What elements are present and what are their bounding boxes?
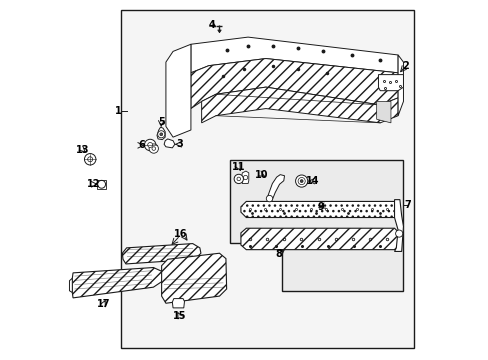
Text: 3: 3 (176, 139, 183, 149)
Circle shape (147, 143, 152, 148)
Text: 13: 13 (76, 145, 89, 155)
Circle shape (84, 154, 96, 165)
Polygon shape (266, 175, 284, 202)
Circle shape (87, 157, 93, 162)
Circle shape (152, 147, 155, 150)
Text: 4: 4 (208, 19, 215, 30)
Circle shape (98, 180, 105, 188)
Polygon shape (241, 228, 399, 249)
Text: 11: 11 (232, 162, 245, 172)
Polygon shape (172, 298, 184, 308)
Polygon shape (201, 87, 397, 123)
Circle shape (149, 144, 158, 153)
Polygon shape (397, 55, 403, 116)
Polygon shape (69, 278, 72, 293)
Polygon shape (157, 127, 165, 140)
Polygon shape (376, 102, 390, 123)
Bar (121, 10, 413, 348)
Circle shape (157, 131, 164, 138)
Polygon shape (230, 160, 403, 291)
Text: 14: 14 (305, 176, 319, 186)
Text: 8: 8 (274, 249, 281, 259)
Text: 15: 15 (172, 311, 186, 321)
Circle shape (266, 195, 272, 202)
Polygon shape (164, 139, 175, 148)
Polygon shape (217, 30, 221, 33)
Polygon shape (190, 59, 397, 109)
Polygon shape (190, 37, 397, 73)
Text: 10: 10 (254, 170, 268, 180)
Text: 9: 9 (317, 202, 324, 212)
Circle shape (234, 174, 243, 184)
Polygon shape (378, 75, 403, 91)
Text: 1: 1 (115, 106, 122, 116)
Text: 6: 6 (138, 140, 145, 150)
Text: 16: 16 (174, 229, 187, 239)
Circle shape (395, 230, 402, 237)
Polygon shape (394, 200, 403, 251)
Polygon shape (241, 202, 399, 217)
Circle shape (144, 139, 156, 151)
Bar (121, 10, 413, 348)
Polygon shape (165, 44, 190, 137)
Text: 7: 7 (404, 200, 410, 210)
Circle shape (160, 133, 163, 136)
Text: 17: 17 (97, 299, 110, 309)
Circle shape (295, 175, 307, 187)
Polygon shape (162, 253, 226, 303)
Circle shape (237, 177, 240, 181)
Circle shape (298, 177, 305, 185)
Polygon shape (72, 267, 165, 298)
Bar (97, 180, 106, 189)
Text: 12: 12 (87, 179, 101, 189)
Text: 2: 2 (401, 62, 408, 71)
Polygon shape (241, 171, 248, 184)
Polygon shape (122, 244, 201, 264)
Circle shape (300, 180, 303, 183)
Text: 5: 5 (158, 117, 164, 127)
